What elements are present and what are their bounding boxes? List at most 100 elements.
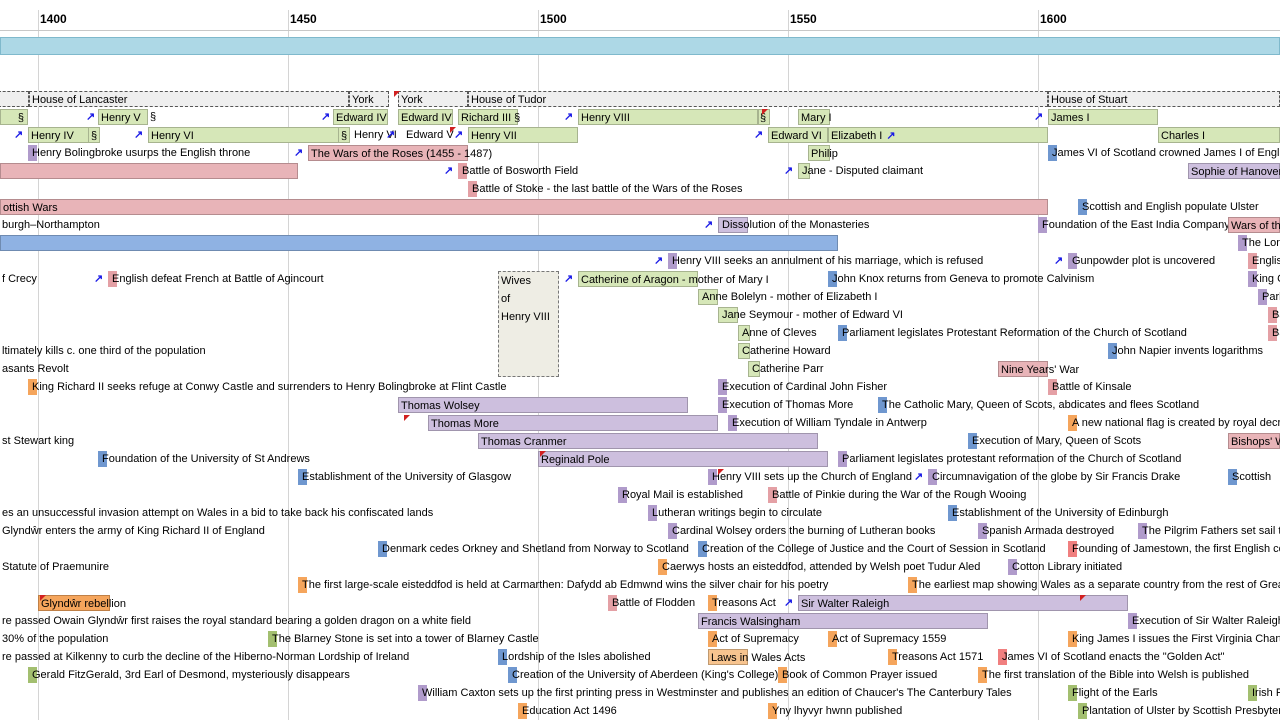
event-bar[interactable]: Nine Years' War xyxy=(998,361,1079,377)
link-arrow-icon[interactable]: ↗ xyxy=(914,471,924,483)
event-bar[interactable]: Sophie of Hanover xyxy=(1188,163,1280,179)
link-arrow-icon[interactable]: ↗ xyxy=(14,129,24,141)
event-label[interactable]: Scottish xyxy=(1232,471,1272,483)
event-label[interactable]: Denmark cedes Orkney and Shetland from N… xyxy=(382,543,689,555)
event-label[interactable]: Execution of William Tyndale in Antwerp xyxy=(732,417,927,429)
event-label[interactable]: Parliament legislates Protestant Reforma… xyxy=(842,327,1187,339)
event-label[interactable]: Circumnavigation of the globe by Sir Fra… xyxy=(932,471,1181,483)
event-label[interactable]: James VI of Scotland crowned James I of … xyxy=(1052,147,1280,159)
event-bar[interactable]: Wars of th xyxy=(1228,217,1280,233)
event-bar[interactable]: Philip xyxy=(808,145,838,161)
event-label[interactable]: The Lon xyxy=(1242,237,1280,249)
event-label[interactable]: Henry VIII seeks an annulment of his mar… xyxy=(672,255,984,267)
house-header[interactable]: House of Tudor xyxy=(468,91,1048,107)
monarch-bar[interactable]: § xyxy=(338,127,350,143)
event-bar[interactable]: Sir Walter Raleigh xyxy=(798,595,1128,611)
house-header[interactable]: House of Stuart xyxy=(1048,91,1280,107)
event-label[interactable]: Treasons Act xyxy=(712,597,776,609)
monarch-bar[interactable]: Elizabeth I ↗ xyxy=(828,127,1048,143)
event-label[interactable]: Lordship of the Isles abolished xyxy=(502,651,651,663)
event-label[interactable]: John Knox returns from Geneva to promote… xyxy=(832,273,1095,285)
event-label[interactable]: Spanish Armada destroyed xyxy=(982,525,1115,537)
monarch-bar[interactable]: Richard III § xyxy=(458,109,520,125)
event-bar[interactable]: Thomas Wolsey xyxy=(398,397,688,413)
event-label[interactable]: Plantation of Ulster by Scottish Presbyt… xyxy=(1082,705,1280,717)
event-label[interactable]: Catherine Parr xyxy=(752,363,824,375)
event-label[interactable]: f Crecy xyxy=(2,273,37,285)
event-label[interactable]: Execution of Thomas More xyxy=(722,399,854,411)
event-label[interactable]: Henry VIII sets up the Church of England xyxy=(712,471,912,483)
event-bar[interactable]: Francis Walsingham xyxy=(698,613,988,629)
event-label[interactable]: Battle of Bosworth Field xyxy=(462,165,579,177)
event-label[interactable]: Battle of Flodden xyxy=(612,597,696,609)
event-label[interactable]: Battle of Kinsale xyxy=(1052,381,1132,393)
link-arrow-icon[interactable]: ↗ xyxy=(704,219,714,231)
event-label[interactable]: The first translation of the Bible into … xyxy=(982,669,1249,681)
event-label[interactable]: Parliament legislates protestant reforma… xyxy=(842,453,1182,465)
event-label[interactable]: Foundation of the East India Company xyxy=(1042,219,1230,231)
monarch-bar[interactable]: Edward IV xyxy=(398,109,453,125)
event-label[interactable]: Creation of the University of Aberdeen (… xyxy=(512,669,779,681)
house-header[interactable]: House of Lancaster xyxy=(29,91,349,107)
event-label[interactable]: Glyndŵr enters the army of King Richard … xyxy=(2,525,265,537)
monarch-bar[interactable]: Henry VII xyxy=(468,127,578,143)
link-arrow-icon[interactable]: ↗ xyxy=(134,129,144,141)
event-bar[interactable] xyxy=(798,163,810,179)
event-label[interactable]: Ba xyxy=(1272,309,1280,321)
event-bar[interactable]: ottish Wars xyxy=(0,199,1048,215)
event-label[interactable]: Founding of Jamestown, the first English… xyxy=(1072,543,1280,555)
event-label[interactable]: William Caxton sets up the first printin… xyxy=(422,687,1012,699)
monarch-bar[interactable]: James I xyxy=(1048,109,1158,125)
event-label[interactable]: The Blarney Stone is set into a tower of… xyxy=(272,633,539,645)
event-label[interactable]: Creation of the College of Justice and t… xyxy=(702,543,1046,555)
monarch-bar[interactable]: Edward V xyxy=(406,129,454,141)
link-arrow-icon[interactable]: ↗ xyxy=(1054,255,1064,267)
link-arrow-icon[interactable]: ↗ xyxy=(386,129,396,141)
event-label[interactable]: Irish R xyxy=(1252,687,1280,699)
link-arrow-icon[interactable]: ↗ xyxy=(321,111,331,123)
house-header[interactable]: York xyxy=(398,91,468,107)
monarch-bar[interactable]: Henry IV xyxy=(28,127,90,143)
event-bar[interactable] xyxy=(718,217,748,233)
event-label[interactable]: King C xyxy=(1252,273,1280,285)
event-label[interactable]: Catherine Howard xyxy=(742,345,831,357)
event-label[interactable]: Flight of the Earls xyxy=(1072,687,1158,699)
event-label[interactable]: 30% of the population xyxy=(2,633,109,645)
event-bar[interactable]: Reginald Pole xyxy=(538,451,828,467)
event-label[interactable]: Establishment of the University of Glasg… xyxy=(302,471,512,483)
event-bar[interactable] xyxy=(738,343,750,359)
event-label[interactable]: The Catholic Mary, Queen of Scots, abdic… xyxy=(882,399,1200,411)
event-label[interactable]: The first large-scale eisteddfod is held… xyxy=(302,579,829,591)
event-bar[interactable] xyxy=(0,235,838,251)
event-label[interactable]: Cardinal Wolsey orders the burning of Lu… xyxy=(672,525,936,537)
event-label[interactable]: Jane - Disputed claimant xyxy=(802,165,924,177)
event-bar[interactable]: Catherine of Aragon - mother of Mary I xyxy=(578,271,769,287)
monarch-bar[interactable]: Edward IV xyxy=(333,109,388,125)
house-header[interactable]: York xyxy=(349,91,389,107)
event-label[interactable]: English defeat French at Battle of Aginc… xyxy=(112,273,324,285)
event-bar[interactable]: Bishops' W xyxy=(1228,433,1280,449)
link-arrow-icon[interactable]: ↗ xyxy=(784,165,794,177)
event-bar[interactable]: Thomas Cranmer xyxy=(478,433,818,449)
event-label[interactable]: Execution of Cardinal John Fisher xyxy=(722,381,888,393)
event-label[interactable]: Act of Supremacy 1559 xyxy=(832,633,947,645)
event-label[interactable]: Parl xyxy=(1262,291,1280,303)
event-label[interactable]: Yny lhyvyr hwnn published xyxy=(772,705,903,717)
event-label[interactable]: Jane Seymour - mother of Edward VI xyxy=(722,309,903,321)
link-arrow-icon[interactable]: ↗ xyxy=(454,129,464,141)
event-label[interactable]: Act of Supremacy xyxy=(712,633,799,645)
wives-group-box[interactable]: Wives of Henry VIII xyxy=(498,271,559,377)
monarch-bar[interactable]: Charles I xyxy=(1158,127,1280,143)
event-label[interactable]: Anne Bolelyn - mother of Elizabeth I xyxy=(702,291,878,303)
monarch-bar[interactable]: Henry V xyxy=(98,109,148,125)
event-label[interactable]: Execution of Mary, Queen of Scots xyxy=(972,435,1142,447)
event-label[interactable]: Englis xyxy=(1252,255,1280,267)
event-label[interactable]: Establishment of the University of Edinb… xyxy=(952,507,1169,519)
period-band[interactable] xyxy=(0,37,1280,55)
event-label[interactable]: A new national flag is created by royal … xyxy=(1072,417,1280,429)
event-label[interactable]: es an unsuccessful invasion attempt on W… xyxy=(2,507,434,519)
event-label[interactable]: Education Act 1496 xyxy=(522,705,617,717)
link-arrow-icon[interactable]: ↗ xyxy=(654,255,664,267)
event-label[interactable]: st Stewart king xyxy=(2,435,75,447)
